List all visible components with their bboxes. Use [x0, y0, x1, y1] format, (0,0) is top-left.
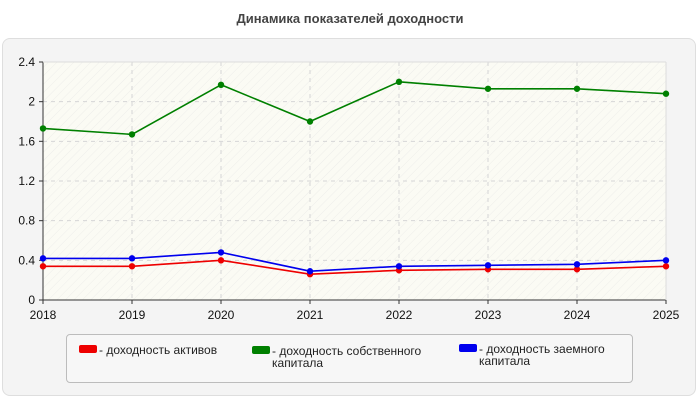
- legend-label-debt: - доходность заемного капитала: [479, 342, 605, 368]
- data-point-2-4: [395, 263, 403, 270]
- data-point-1-7: [662, 90, 670, 97]
- data-point-1-2: [217, 81, 225, 89]
- data-point-0-6: [573, 266, 581, 273]
- data-point-1-3: [306, 118, 314, 125]
- data-point-2-3: [306, 268, 314, 275]
- data-point-0-1: [128, 263, 136, 270]
- series-line-0: [43, 259, 667, 276]
- data-point-1-1: [128, 131, 136, 138]
- data-point-1-5: [484, 85, 492, 92]
- x-tick-label: 2018: [30, 308, 57, 322]
- series-line-1: [42, 81, 667, 136]
- x-tick-label: 2020: [208, 308, 235, 322]
- data-point-2-2: [217, 249, 225, 256]
- chart-title: Динамика показателей доходности: [236, 11, 464, 26]
- legend-label-equity: - доходность собственного капитала: [272, 344, 422, 370]
- x-tick-label: 2021: [297, 308, 324, 322]
- data-point-2-1: [128, 255, 136, 262]
- tick-labels: 0 0.4 0.8 1.2 1.6 2 2.4 2018 2019 2020 2021 2022 202…: [18, 55, 679, 322]
- data-point-2-5: [484, 262, 492, 269]
- x-tick-label: 2019: [119, 308, 146, 322]
- data-point-2-7: [662, 257, 670, 264]
- y-tick-label: 0.4: [18, 253, 35, 267]
- y-tick-label: 2: [28, 95, 35, 109]
- series-line-2: [43, 251, 667, 273]
- data-point-0-7: [662, 263, 670, 270]
- legend-label-assets: - доходность активов: [99, 343, 218, 357]
- y-tick-label: 0.8: [18, 214, 35, 228]
- y-tick-label: 1.6: [18, 134, 35, 148]
- data-point-1-6: [573, 85, 581, 92]
- x-tick-label: 2022: [386, 308, 413, 322]
- series-lines: [39, 78, 670, 278]
- legend-swatch-assets: [79, 345, 97, 353]
- x-tick-label: 2023: [475, 308, 502, 322]
- data-point-0-0: [39, 263, 47, 270]
- data-point-0-2: [217, 257, 225, 264]
- y-tick-label: 0: [28, 293, 35, 307]
- chart-legend: - доходность активов - доходность собств…: [66, 334, 633, 383]
- data-point-2-0: [39, 255, 47, 262]
- x-tick-label: 2025: [653, 308, 680, 322]
- legend-swatch-equity: [252, 346, 270, 354]
- y-tick-label: 2.4: [18, 55, 35, 69]
- data-point-2-6: [573, 261, 581, 268]
- y-tick-label: 1.2: [18, 174, 35, 188]
- x-tick-label: 2024: [564, 308, 591, 322]
- legend-swatch-debt: [459, 344, 477, 352]
- data-point-1-4: [395, 78, 403, 86]
- data-point-1-0: [39, 125, 47, 132]
